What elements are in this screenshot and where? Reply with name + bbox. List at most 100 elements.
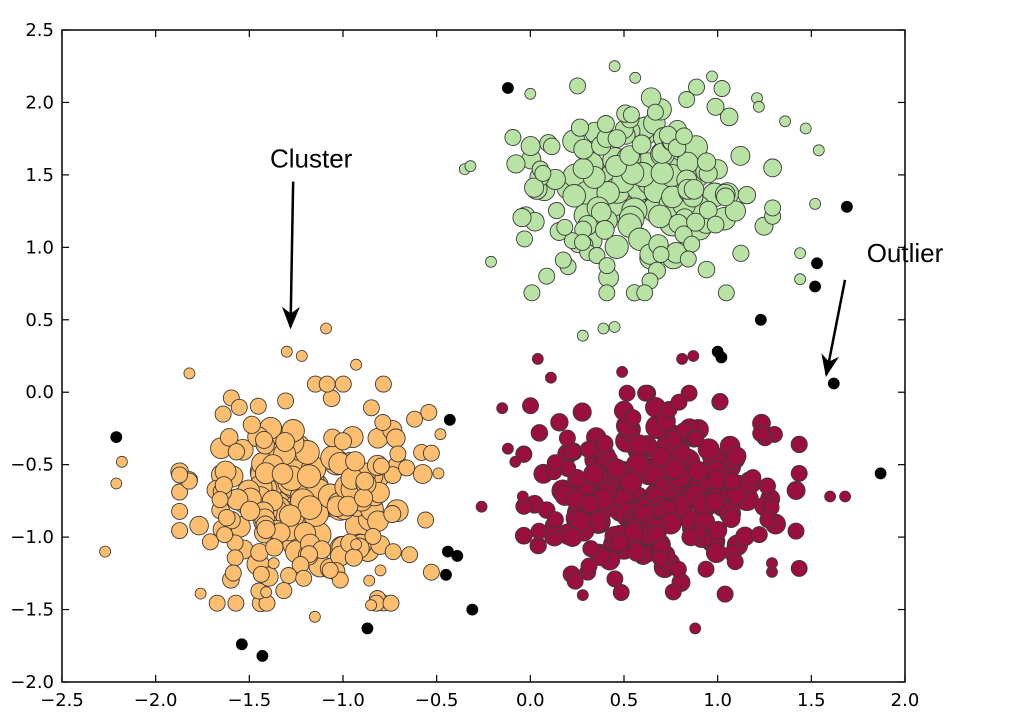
cluster-point: [275, 432, 295, 452]
cluster-fringe-point: [363, 574, 376, 587]
cluster-point: [569, 77, 587, 95]
cluster-fringe-point: [597, 322, 610, 335]
cluster-point: [627, 542, 647, 562]
cluster-point: [189, 515, 209, 536]
cluster-fringe-point: [576, 329, 589, 342]
cluster-point: [579, 440, 597, 458]
cluster-point: [759, 511, 777, 529]
cluster-point: [618, 384, 636, 402]
cluster-fringe-point: [509, 455, 522, 468]
cluster-point: [201, 533, 219, 551]
cluster-point: [529, 536, 547, 555]
cluster-point: [624, 409, 642, 427]
cluster-point: [249, 397, 267, 415]
cluster-point: [333, 432, 352, 451]
cluster-point: [699, 200, 718, 220]
cluster-point: [636, 284, 654, 302]
cluster-fringe-point: [753, 100, 765, 113]
cluster-fringe-point: [496, 402, 509, 415]
cluster-point: [580, 494, 600, 514]
outlier-point: [451, 550, 464, 562]
cluster-point: [374, 375, 392, 393]
cluster-point: [355, 471, 375, 491]
cluster-point: [265, 538, 284, 557]
cluster-fringe-point: [779, 115, 791, 128]
cluster-point: [548, 202, 566, 220]
outlier-point: [827, 377, 840, 390]
cluster-fringe-point: [464, 160, 477, 173]
cluster-series-3: [475, 350, 851, 635]
y-tick-label: 2.0: [25, 92, 54, 113]
cluster-point: [623, 521, 644, 542]
cluster-fringe-point: [608, 60, 621, 73]
cluster-point: [523, 284, 541, 302]
cluster-point: [277, 392, 295, 410]
cluster-fringe-point: [766, 557, 778, 570]
cluster-point: [252, 565, 270, 583]
cluster-point: [218, 508, 236, 527]
x-tick-label: −2.5: [40, 690, 84, 711]
cluster-fringe-point: [260, 586, 273, 599]
cluster-point: [679, 250, 697, 268]
cluster-point: [750, 526, 768, 544]
cluster-point: [384, 543, 402, 561]
cluster-point: [550, 413, 569, 432]
cluster-point: [752, 425, 770, 442]
cluster-point: [275, 582, 293, 600]
y-tick-label: 1.0: [25, 237, 54, 258]
cluster-point: [652, 246, 670, 263]
outlier-point: [715, 351, 728, 364]
cluster-point: [570, 118, 590, 137]
cluster-point: [580, 557, 598, 575]
x-tick-label: −2.0: [134, 690, 178, 711]
cluster-point: [726, 446, 747, 466]
cluster-point: [562, 184, 586, 208]
cluster-point: [406, 410, 424, 428]
cluster-point: [606, 458, 627, 479]
cluster-point: [687, 460, 708, 482]
data-points-layer: [99, 60, 887, 662]
cluster-fringe-point: [485, 255, 497, 268]
cluster-point: [227, 443, 246, 461]
cluster-point: [345, 451, 366, 472]
cluster-point: [719, 107, 739, 127]
cluster-point: [724, 200, 746, 222]
cluster-point: [318, 375, 336, 393]
cluster-point: [606, 570, 624, 588]
cluster-point: [631, 134, 652, 155]
cluster-point: [321, 561, 339, 579]
x-tick-label: −0.5: [415, 690, 459, 711]
x-tick-label: 1.5: [797, 690, 826, 711]
cluster-point: [227, 594, 245, 612]
cluster-fringe-point: [475, 500, 488, 513]
cluster-point: [583, 463, 605, 485]
cluster-point: [713, 80, 731, 97]
cluster-point: [256, 519, 276, 539]
cluster-point: [678, 91, 696, 108]
cluster-point: [372, 457, 390, 475]
cluster-point: [374, 414, 392, 431]
cluster-point: [512, 208, 532, 228]
cluster-point: [582, 540, 600, 558]
cluster-fringe-point: [116, 455, 128, 468]
cluster-point: [230, 398, 248, 416]
cluster-point: [389, 445, 407, 463]
cluster-point: [242, 415, 261, 434]
cluster-point: [422, 444, 440, 462]
cluster-point: [417, 511, 435, 529]
outlier-point: [874, 467, 887, 480]
cluster-point: [386, 428, 406, 449]
cluster-point: [401, 546, 419, 564]
cluster-point: [354, 488, 374, 508]
cluster-point: [171, 466, 189, 484]
cluster-point: [669, 560, 687, 578]
cluster-point: [524, 177, 545, 198]
annotation-arrow: [281, 181, 300, 330]
cluster-point: [662, 457, 686, 480]
cluster-point: [697, 560, 715, 578]
cluster-point: [670, 393, 688, 411]
annotation-arrow: [821, 279, 847, 378]
cluster-fringe-point: [687, 350, 700, 362]
cluster-fringe-point: [839, 490, 851, 503]
